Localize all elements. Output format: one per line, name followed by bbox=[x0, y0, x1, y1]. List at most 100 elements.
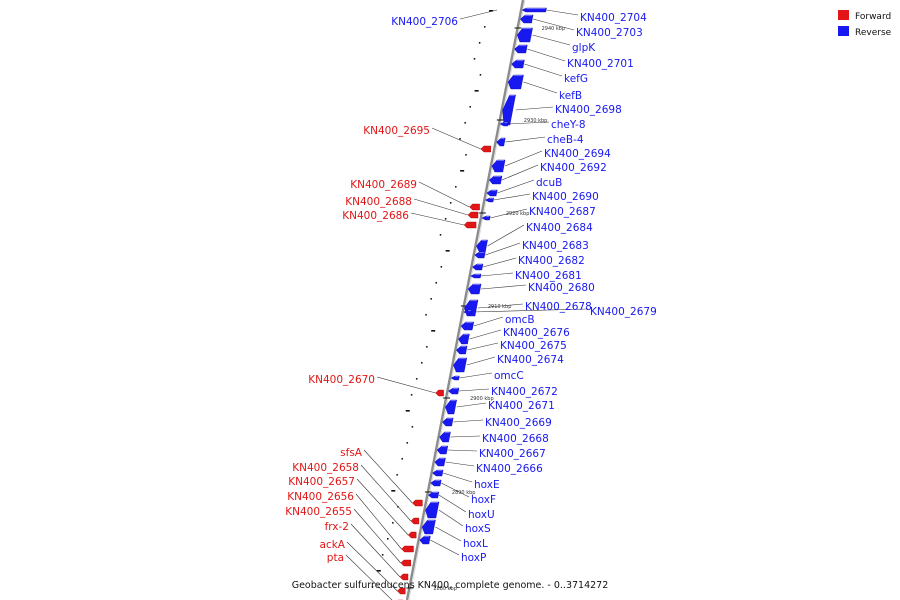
leader-line bbox=[481, 284, 527, 290]
tick-dot bbox=[474, 90, 479, 92]
feature-label-kn400-2672: KN400_2672 bbox=[491, 386, 558, 398]
leader-line bbox=[505, 136, 546, 143]
gene-arrow-sfsa bbox=[412, 499, 423, 507]
tick-dot bbox=[410, 394, 413, 396]
tick-dot bbox=[459, 138, 461, 140]
gene-arrow-kn400-2682 bbox=[472, 263, 484, 271]
feature-label-kn400-2656: KN400_2656 bbox=[287, 491, 354, 503]
leader-line bbox=[493, 193, 531, 201]
feature-label-kn400-2706: KN400_2706 bbox=[391, 16, 458, 28]
leader-line bbox=[466, 356, 496, 366]
tick-dot bbox=[381, 554, 384, 556]
tick-dot bbox=[396, 474, 398, 476]
leader-line bbox=[376, 376, 436, 394]
feature-label-kn400-2681: KN400_2681 bbox=[515, 270, 582, 282]
tick-dot bbox=[449, 202, 452, 204]
tick-dot bbox=[406, 442, 409, 444]
tick-dot bbox=[405, 410, 410, 412]
feature-label-kn400-2686: KN400_2686 bbox=[342, 210, 409, 222]
legend-reverse-label: Reverse bbox=[855, 28, 892, 38]
gene-arrow-kn400-2655 bbox=[400, 559, 411, 567]
gene-arrow-kn400-2703 bbox=[520, 14, 534, 24]
tick-dot bbox=[440, 266, 443, 268]
legend-forward-swatch bbox=[838, 10, 849, 20]
tick-label: 2940 kbp bbox=[542, 26, 566, 32]
tick-dot bbox=[489, 10, 494, 12]
gene-arrow-kn400-2686 bbox=[463, 221, 477, 229]
legend: Forward Reverse bbox=[838, 10, 892, 38]
gene-arrow-kn400-2667 bbox=[436, 445, 449, 455]
gene-arrow-kn400-2670 bbox=[435, 389, 444, 397]
gene-arrow-kn400-2683 bbox=[474, 251, 486, 259]
leader-line bbox=[356, 478, 409, 536]
genome-axis-line bbox=[405, 0, 525, 600]
gene-arrow-cheb-4 bbox=[496, 137, 506, 147]
tick-dot bbox=[391, 490, 396, 492]
leader-line bbox=[438, 509, 464, 527]
feature-label-kn400-2701: KN400_2701 bbox=[567, 58, 634, 70]
leader-line bbox=[438, 494, 467, 513]
leader-line bbox=[532, 34, 571, 46]
genome-caption: Geobacter sulfurreducens KN400, complete… bbox=[292, 580, 609, 591]
tick-dot bbox=[460, 170, 465, 172]
leader-line bbox=[467, 342, 499, 351]
leader-line bbox=[485, 242, 521, 256]
tick-label: 2900 kbp bbox=[470, 396, 494, 402]
gene-arrow-acka bbox=[397, 587, 406, 595]
feature-label-kn400-2655: KN400_2655 bbox=[285, 506, 352, 518]
feature-labels: KN400_2704 KN400_2703 glpK KN400_2701 kefG ke… bbox=[285, 12, 657, 564]
tick-dot bbox=[479, 74, 482, 76]
feature-label-kn400-2684: KN400_2684 bbox=[526, 222, 593, 234]
tick-dot bbox=[371, 586, 374, 588]
feature-label-dcub: dcuB bbox=[536, 177, 562, 189]
gene-arrow-kn400-2695 bbox=[480, 145, 491, 153]
leader-line bbox=[515, 106, 554, 111]
reverse-strand-features bbox=[419, 7, 547, 545]
feature-label-chey-8: cheY-8 bbox=[551, 119, 586, 131]
feature-label-kn400-2687: KN400_2687 bbox=[529, 206, 596, 218]
gene-arrow-kefg bbox=[511, 59, 525, 69]
leader-line bbox=[360, 464, 412, 522]
feature-label-kn400-2680: KN400_2680 bbox=[528, 282, 595, 294]
feature-label-kn400-2695: KN400_2695 bbox=[363, 125, 430, 137]
feature-label-cheb-4: cheB-4 bbox=[547, 134, 584, 146]
feature-label-kn400-2670: KN400_2670 bbox=[308, 374, 375, 386]
feature-label-kn400-2692: KN400_2692 bbox=[540, 162, 607, 174]
feature-label-kn400-2688: KN400_2688 bbox=[345, 196, 412, 208]
feature-label-kn400-2703: KN400_2703 bbox=[576, 27, 643, 39]
leader-line bbox=[501, 164, 539, 181]
feature-label-kn400-2690: KN400_2690 bbox=[532, 191, 599, 203]
gene-arrow-kn400-2675 bbox=[456, 345, 468, 355]
leader-line bbox=[527, 48, 566, 62]
feature-label-acka: ackA bbox=[320, 539, 346, 551]
feature-label-kn400-2669: KN400_2669 bbox=[485, 417, 552, 429]
leader-line bbox=[363, 449, 413, 504]
tick-dot bbox=[415, 378, 418, 380]
tick-dot bbox=[411, 426, 414, 428]
feature-label-sfsa: sfsA bbox=[340, 447, 363, 459]
feature-label-kn400-2666: KN400_2666 bbox=[476, 463, 543, 475]
feature-label-kefb: kefB bbox=[559, 90, 582, 102]
feature-label-kefg: kefG bbox=[564, 73, 588, 85]
label-leader-lines bbox=[345, 9, 589, 600]
tick-dot bbox=[430, 298, 432, 300]
leader-line bbox=[497, 179, 535, 194]
feature-label-hoxf: hoxF bbox=[471, 494, 496, 506]
leader-line bbox=[490, 208, 528, 219]
gene-arrow-kn400-2689 bbox=[469, 203, 480, 211]
feature-label-kn400-2667: KN400_2667 bbox=[479, 448, 546, 460]
tick-dot bbox=[431, 330, 436, 332]
gene-arrow-hoxu bbox=[427, 491, 440, 499]
tick-label: 2910 kbp bbox=[488, 304, 512, 310]
feature-label-kn400-2694: KN400_2694 bbox=[544, 148, 611, 160]
gene-arrow-kn400-2672 bbox=[448, 387, 460, 395]
feature-label-kn400-2679: KN400_2679 bbox=[590, 306, 657, 318]
feature-label-omcc: omcC bbox=[494, 370, 524, 382]
tick-label: 2890 kbp bbox=[452, 490, 476, 496]
gene-arrow-omcb bbox=[460, 321, 475, 331]
minor-tick-marks bbox=[371, 10, 494, 588]
feature-label-hoxe: hoxE bbox=[474, 479, 500, 491]
leader-line bbox=[418, 181, 470, 208]
leader-line bbox=[413, 198, 469, 216]
legend-reverse-swatch bbox=[838, 26, 849, 36]
